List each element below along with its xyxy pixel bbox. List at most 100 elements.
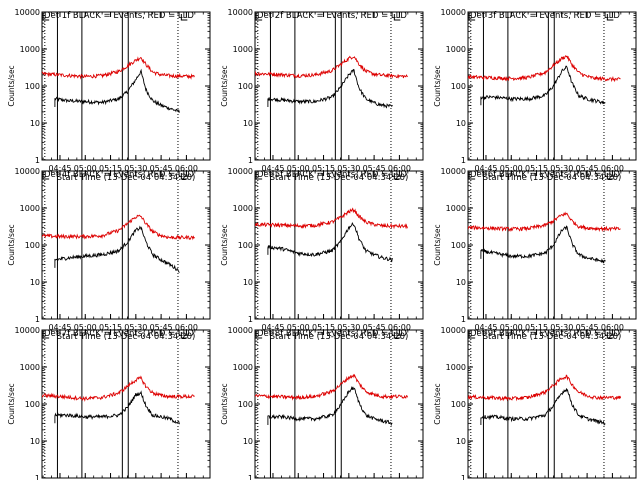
x-tick-label: 05:30 xyxy=(124,164,147,173)
series-line-events xyxy=(54,225,180,273)
y-tick-label: 10 xyxy=(243,119,253,128)
x-tick-label: 05:00 xyxy=(500,323,523,332)
y-tick-label: 10000 xyxy=(228,8,253,17)
y-tick-label: 10 xyxy=(30,278,40,287)
x-tick-label: 05:15 xyxy=(99,323,122,332)
plot-frame xyxy=(254,329,424,479)
y-tick-label: 100 xyxy=(238,82,253,91)
x-axis-label: Start Time (13-Dec-04 04:34:20) xyxy=(57,332,196,342)
panel-title: Det 6f BLACK = Events, RED = LLD xyxy=(470,170,620,180)
y-tick-label: 1000 xyxy=(20,363,40,372)
x-tick-label: 04:45 xyxy=(261,323,284,332)
bracket-marker xyxy=(606,332,614,339)
y-tick-label: 1 xyxy=(461,474,466,480)
y-tick-label: 10 xyxy=(456,437,466,446)
plot-frame xyxy=(41,11,211,161)
y-tick-label: 10000 xyxy=(15,167,40,176)
y-tick-label: 10000 xyxy=(228,167,253,176)
bracket-marker xyxy=(468,173,476,180)
x-axis-label: Start Time (13-Dec-04 04:34:20) xyxy=(483,173,622,183)
plot-frame xyxy=(467,11,637,161)
x-tick-label: 05:00 xyxy=(287,323,310,332)
plot-frame xyxy=(467,170,637,320)
x-axis-label: Start Time (13-Dec-04 04:34:20) xyxy=(270,173,409,183)
bracket-marker xyxy=(393,332,401,339)
series-line-lld xyxy=(42,214,195,241)
panel-title: Det 3f BLACK = Events, RED = LLD xyxy=(470,11,620,21)
x-tick-label: 05:45 xyxy=(363,164,386,173)
detector-panel-8: Det 8f BLACK = Events, RED = LLD 1 10 100 10… xyxy=(220,326,424,480)
x-tick-label: 04:45 xyxy=(261,164,284,173)
x-tick-label: 06:00 xyxy=(388,323,411,332)
series-line-lld xyxy=(42,375,195,402)
x-axis-label: Start Time (13-Dec-04 04:34:20) xyxy=(57,173,196,183)
bracket-marker xyxy=(255,332,263,339)
y-axis-label: Counts/sec xyxy=(220,383,229,424)
y-axis-label: Counts/sec xyxy=(7,224,16,265)
y-tick-label: 1 xyxy=(248,156,253,165)
panel-title: Det 5f BLACK = Events, RED = LLD xyxy=(257,170,407,180)
panel-title: Det 4f BLACK = Events, RED = LLD xyxy=(44,170,194,180)
y-axis-label: Counts/sec xyxy=(7,65,16,106)
x-tick-label: 05:15 xyxy=(312,323,335,332)
detector-panel-2: Det 2f BLACK = Events, RED = LLD 1 10 100 10… xyxy=(220,8,424,183)
bracket-marker xyxy=(606,173,614,180)
y-tick-label: 100 xyxy=(25,400,40,409)
plot-frame xyxy=(254,170,424,320)
y-tick-label: 10 xyxy=(243,437,253,446)
x-tick-label: 04:45 xyxy=(474,323,497,332)
x-tick-label: 05:30 xyxy=(124,323,147,332)
y-tick-label: 10000 xyxy=(441,326,466,335)
y-tick-label: 1000 xyxy=(446,204,466,213)
y-tick-label: 10 xyxy=(30,119,40,128)
y-tick-label: 100 xyxy=(451,82,466,91)
x-tick-label: 05:45 xyxy=(576,164,599,173)
panel-title: Det 1f BLACK = Events, RED = LLD xyxy=(44,11,194,21)
detector-panel-1: Det 1f BLACK = Events, RED = LLD 1 10 100 10… xyxy=(7,8,211,183)
bracket-marker xyxy=(255,173,263,180)
detector-panel-3: Det 3f BLACK = Events, RED = LLD 1 10 100 10… xyxy=(433,8,637,183)
x-tick-label: 05:15 xyxy=(525,323,548,332)
detector-panel-4: Det 4f BLACK = Events, RED = LLD 1 10 100 10… xyxy=(7,167,211,342)
panel-title: Det 8f BLACK = Events, RED = LLD xyxy=(257,329,407,339)
y-tick-label: 1000 xyxy=(233,363,253,372)
detector-panel-5: Det 5f BLACK = Events, RED = LLD 1 10 100 10… xyxy=(220,167,424,342)
series-line-events xyxy=(267,386,393,427)
bracket-marker xyxy=(606,14,614,21)
bracket-marker xyxy=(42,332,50,339)
y-tick-label: 100 xyxy=(238,241,253,250)
y-tick-label: 100 xyxy=(451,400,466,409)
panel-title: Det 7f BLACK = Events, RED = LLD xyxy=(44,329,194,339)
x-tick-label: 05:15 xyxy=(99,164,122,173)
y-tick-label: 10000 xyxy=(228,326,253,335)
x-tick-label: 05:30 xyxy=(337,164,360,173)
x-tick-label: 05:30 xyxy=(550,164,573,173)
series-line-events xyxy=(480,388,606,426)
series-line-lld xyxy=(42,56,195,80)
y-tick-label: 1 xyxy=(35,474,40,480)
x-tick-label: 05:00 xyxy=(500,164,523,173)
x-tick-label: 05:45 xyxy=(150,164,173,173)
y-tick-label: 100 xyxy=(238,400,253,409)
plot-frame xyxy=(467,329,637,479)
y-tick-label: 10 xyxy=(456,119,466,128)
x-tick-label: 04:45 xyxy=(48,323,71,332)
x-tick-label: 06:00 xyxy=(601,323,624,332)
y-tick-label: 10000 xyxy=(441,167,466,176)
y-axis-label: Counts/sec xyxy=(433,383,442,424)
x-tick-label: 06:00 xyxy=(175,164,198,173)
y-tick-label: 1 xyxy=(248,474,253,480)
x-tick-label: 06:00 xyxy=(601,164,624,173)
detector-panel-7: Det 7f BLACK = Events, RED = LLD 1 10 100 10… xyxy=(7,326,211,480)
x-tick-label: 04:45 xyxy=(474,164,497,173)
x-tick-label: 06:00 xyxy=(388,164,411,173)
panel-title: Det 9f BLACK = Events, RED = LLD xyxy=(470,329,620,339)
y-tick-label: 100 xyxy=(451,241,466,250)
y-tick-label: 1 xyxy=(461,315,466,324)
y-axis-label: Counts/sec xyxy=(220,224,229,265)
series-line-lld xyxy=(255,207,409,230)
y-tick-label: 10 xyxy=(30,437,40,446)
series-line-events xyxy=(267,68,393,109)
x-tick-label: 05:45 xyxy=(150,323,173,332)
plot-frame xyxy=(41,329,211,479)
